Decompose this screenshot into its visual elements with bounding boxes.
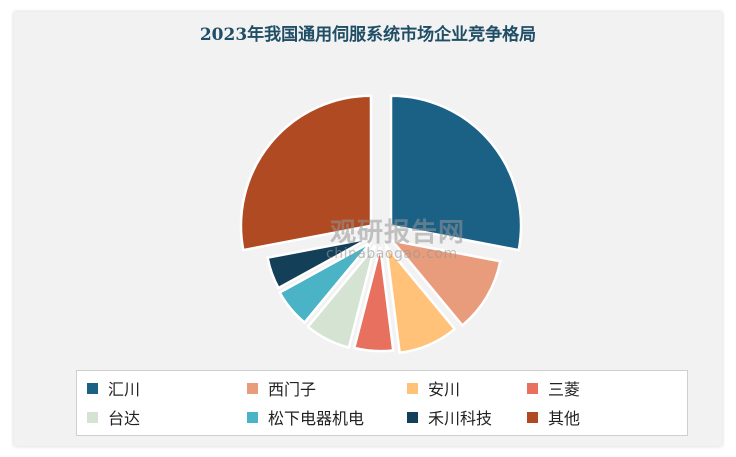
legend-swatch: [407, 382, 418, 394]
legend-item-0: 汇川: [87, 376, 140, 400]
legend-swatch: [247, 382, 258, 394]
legend-label: 西门子: [268, 380, 317, 399]
legend-swatch: [527, 382, 538, 394]
chart-legend: 汇川 西门子 安川 三菱台达 松下电器机电 禾川科技 其他: [76, 370, 688, 436]
chart-title: 2023年我国通用伺服系统市场企业竞争格局: [199, 25, 537, 45]
watermark-text: 观研报告网: [330, 218, 466, 248]
pie-slice-6: [266, 237, 370, 290]
legend-swatch: [527, 411, 538, 423]
pie-slice-5: [277, 241, 372, 325]
pie-slice-2: [384, 241, 457, 355]
legend-swatch: [247, 411, 258, 423]
watermark-url: chinabaogao.com: [326, 246, 458, 262]
legend-label: 禾川科技: [428, 409, 493, 428]
pie-slice-7: [239, 94, 373, 252]
pie-slice-0: [389, 94, 523, 252]
legend-label: 松下电器机电: [268, 409, 365, 428]
legend-item-7: 其他: [527, 405, 580, 429]
legend-item-3: 三菱: [527, 376, 580, 400]
legend-swatch: [407, 411, 418, 423]
pie-slice-4: [306, 244, 377, 350]
legend-label: 台达: [108, 409, 141, 428]
legend-item-2: 安川: [407, 376, 460, 400]
legend-label: 汇川: [108, 380, 141, 399]
legend-item-4: 台达: [87, 405, 140, 429]
pie-slice-3: [352, 246, 395, 353]
legend-item-1: 西门子: [247, 376, 316, 400]
legend-item-5: 松下电器机电: [247, 405, 364, 429]
legend-label: 三菱: [548, 380, 581, 399]
legend-swatch: [87, 411, 98, 423]
legend-item-6: 禾川科技: [407, 405, 492, 429]
legend-swatch: [87, 382, 98, 394]
legend-label: 安川: [428, 380, 461, 399]
legend-label: 其他: [548, 409, 581, 428]
pie-slice-1: [389, 238, 502, 328]
